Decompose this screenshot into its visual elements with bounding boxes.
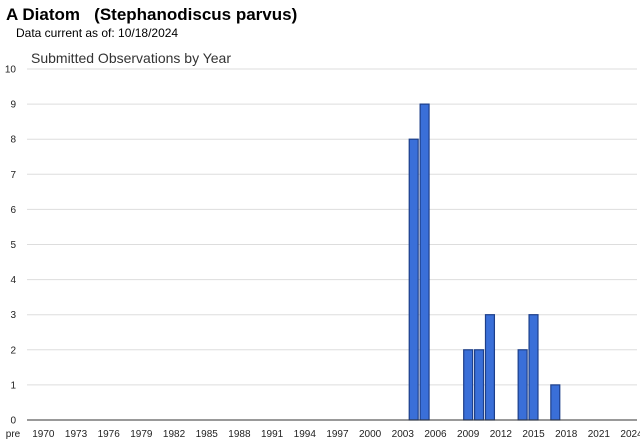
bar-2010 <box>473 349 485 421</box>
bars <box>408 103 561 421</box>
bar-2015 <box>528 314 539 421</box>
grid-lines <box>27 68 637 386</box>
y-tick-label: 9 <box>10 100 16 111</box>
x-axis-ticks: pre 1970 1973 1976 1979 1982 1985 1988 1991 1994 1… <box>6 429 640 440</box>
y-tick-label: 6 <box>10 205 16 216</box>
x-tick-label: 1988 <box>228 429 251 440</box>
bar-2005 <box>419 103 430 421</box>
x-tick-label: 2009 <box>457 429 480 440</box>
y-tick-label: 5 <box>10 240 16 251</box>
x-tick-label: 1976 <box>98 429 121 440</box>
y-tick-label: 1 <box>10 380 16 391</box>
x-tick-label: 1994 <box>294 429 317 440</box>
y-axis-ticks: 0 1 2 3 4 5 6 7 8 9 10 <box>5 65 17 427</box>
y-tick-label: 2 <box>10 345 16 356</box>
x-tick-label: 1970 <box>32 429 55 440</box>
x-tick-label: 1979 <box>130 429 153 440</box>
y-tick-label: 3 <box>10 310 16 321</box>
y-tick-label: 0 <box>10 416 16 427</box>
x-tick-label: 2024 <box>620 429 640 440</box>
x-tick-label: 2018 <box>555 429 578 440</box>
bar-2017 <box>550 384 561 421</box>
bar-2009 <box>463 349 474 421</box>
y-tick-label: 8 <box>10 135 16 146</box>
y-tick-label: 4 <box>10 275 16 286</box>
page-title: A Diatom (Stephanodiscus parvus) <box>6 5 298 24</box>
x-tick-label: 1997 <box>326 429 349 440</box>
x-tick-label: 1973 <box>65 429 88 440</box>
x-tick-label: 2015 <box>522 429 545 440</box>
x-tick-label: 2021 <box>588 429 611 440</box>
x-tick-label: 1991 <box>261 429 284 440</box>
bar-2004 <box>408 138 419 421</box>
y-tick-label: 10 <box>5 65 17 76</box>
x-tick-label: 2012 <box>490 429 513 440</box>
bar-2011 <box>484 314 496 421</box>
x-tick-label: 2006 <box>424 429 447 440</box>
x-tick-label: 1985 <box>196 429 219 440</box>
x-tick-label: pre <box>6 429 21 440</box>
x-tick-label: 2003 <box>392 429 415 440</box>
bar-2014 <box>517 349 528 421</box>
x-tick-label: 2000 <box>359 429 382 440</box>
x-tick-label: 1982 <box>163 429 186 440</box>
chart-title: Submitted Observations by Year <box>31 50 231 66</box>
data-current-date: Data current as of: 10/18/2024 <box>16 26 179 40</box>
y-tick-label: 7 <box>10 170 16 181</box>
